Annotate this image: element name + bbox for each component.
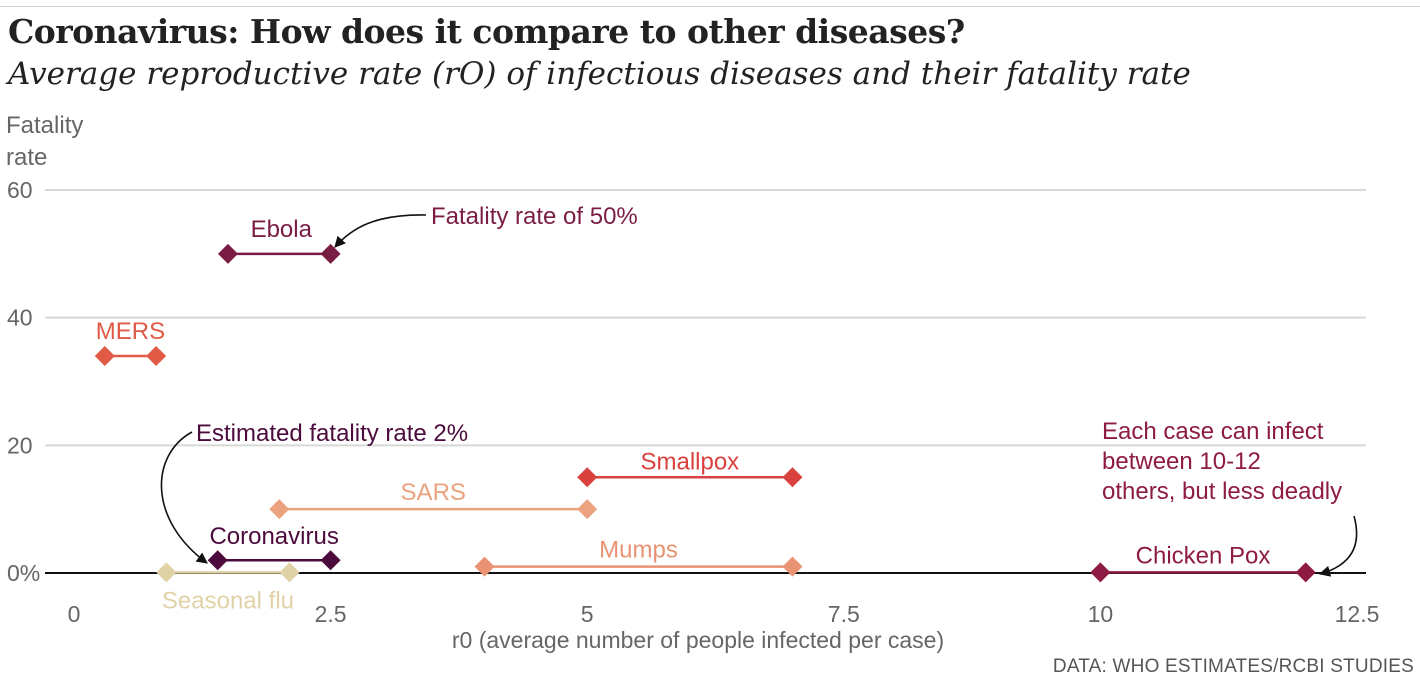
x-tick-label-12-5: 12.5 xyxy=(1335,601,1380,627)
data-source: DATA: WHO ESTIMATES/RCBI STUDIES xyxy=(1052,656,1414,677)
x-tick-label-5: 5 xyxy=(581,601,594,627)
annotation-2-text: Estimated fatality rate 2% xyxy=(196,420,468,447)
coronavirus-label: Coronavirus xyxy=(209,523,338,550)
chicken-pox-low-point xyxy=(1090,562,1111,583)
chart-title: Coronavirus: How does it compare to othe… xyxy=(8,12,965,51)
annotation-1-arrow xyxy=(334,214,427,248)
mumps-label: Mumps xyxy=(599,537,678,564)
coronavirus-low-point xyxy=(207,550,228,571)
chart-subtitle: Average reproductive rate (rO) of infect… xyxy=(8,56,1191,92)
series-mumps: Mumps xyxy=(474,537,803,577)
annotation-2: Estimated fatality rate 2% xyxy=(160,420,468,564)
y-tick-label-20: 20 xyxy=(7,432,33,458)
smallpox-label: Smallpox xyxy=(640,448,739,475)
y-axis-label: Fatality rate xyxy=(6,112,84,171)
annotation-1: Fatality rate of 50% xyxy=(334,203,638,248)
ebola-high-point xyxy=(320,243,341,264)
mers-high-point xyxy=(146,345,167,366)
series-seasonal-flu: Seasonal flu xyxy=(156,562,300,614)
mers-label: MERS xyxy=(96,318,165,345)
x-tick-label-7-5: 7.5 xyxy=(828,601,860,627)
smallpox-high-point xyxy=(782,467,803,488)
mers-low-point xyxy=(94,345,115,366)
series-smallpox: Smallpox xyxy=(577,448,803,488)
y-tick-label-60: 60 xyxy=(7,177,33,203)
chicken-pox-high-point xyxy=(1295,562,1316,583)
y-tick-label-0: 0% xyxy=(7,560,40,586)
seasonal-flu-label: Seasonal flu xyxy=(162,587,294,614)
series-chicken-pox: Chicken Pox xyxy=(1090,542,1316,583)
seasonal-flu-high-point xyxy=(279,562,300,583)
series-mers: MERS xyxy=(94,318,167,366)
annotation-3-text: Each case can infect between 10-12 others,… xyxy=(1102,418,1342,505)
annotation-2-arrow xyxy=(160,431,208,564)
chicken-pox-label: Chicken Pox xyxy=(1136,542,1271,569)
ebola-low-point xyxy=(217,243,238,264)
mumps-low-point xyxy=(474,556,495,577)
sars-high-point xyxy=(577,499,598,520)
mumps-high-point xyxy=(782,556,803,577)
annotation-1-text: Fatality rate of 50% xyxy=(431,203,638,230)
annotation-3-arrow xyxy=(1318,515,1358,577)
ebola-label: Ebola xyxy=(251,216,313,243)
annotation-3: Each case can infect between 10-12 others,… xyxy=(1102,418,1358,577)
x-tick-label-2-5: 2.5 xyxy=(315,601,347,627)
smallpox-low-point xyxy=(577,467,598,488)
top-rule xyxy=(0,6,1420,7)
seasonal-flu-low-point xyxy=(156,562,177,583)
x-tick-label-10: 10 xyxy=(1088,601,1114,627)
sars-low-point xyxy=(269,499,290,520)
y-tick-label-40: 40 xyxy=(7,305,33,331)
series-ebola: Ebola xyxy=(217,216,341,264)
x-axis-label: r0 (average number of people infected pe… xyxy=(452,627,944,653)
series-coronavirus: Coronavirus xyxy=(207,523,341,571)
sars-label: SARS xyxy=(401,479,466,506)
series-sars: SARS xyxy=(269,479,598,520)
coronavirus-high-point xyxy=(320,550,341,571)
x-tick-label-0: 0 xyxy=(68,601,81,627)
